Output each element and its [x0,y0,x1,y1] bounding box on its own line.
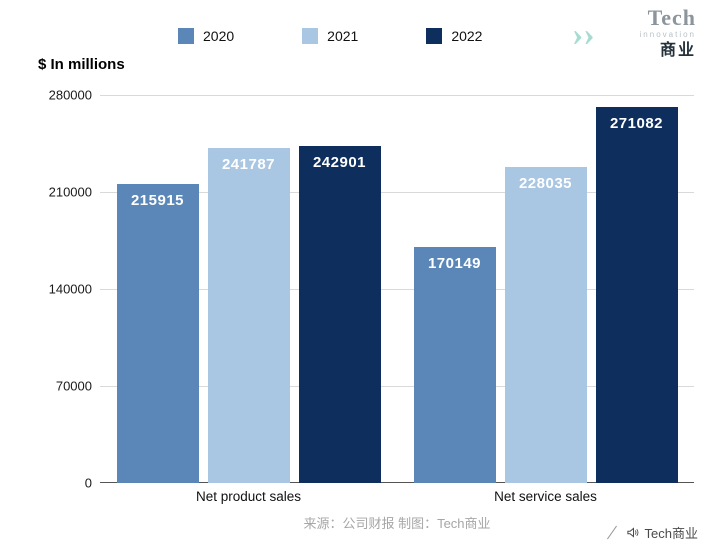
ytick-210000: 210000 [48,184,92,200]
legend-label-2022: 2022 [451,28,483,44]
bar-value-label: 228035 [518,175,573,193]
bar-2022-net-product-sales: 242901 [298,146,381,483]
ytick-70000: 70000 [55,378,92,394]
x-axis-labels: Net product sales Net service sales [100,489,694,504]
ytick-280000: 280000 [48,87,92,103]
ytick-140000: 140000 [48,281,92,297]
legend-label-2020: 2020 [203,28,235,44]
bar-value-label: 271082 [609,115,664,133]
legend: 2020 2021 2022 [178,28,482,44]
bar-2022-net-service-sales: 271082 [595,107,678,483]
plot-area: 215915 241787 242901 170149 228035 27108… [100,95,694,483]
logo-brand-text: Tech [647,5,696,30]
bar-2021-net-product-sales: 241787 [207,147,290,483]
bar-group-net-service-sales: 170149 228035 271082 [413,95,678,483]
y-axis-title: $ In millions [38,56,125,73]
bar-2020-net-service-sales: 170149 [413,247,496,483]
x-axis-line [100,482,694,483]
brand-logo: ›› Tech innovation 商业 [572,5,696,60]
chevron-icon: ›› [572,16,595,53]
legend-swatch-2021 [302,28,319,44]
xlabel-net-product-sales: Net product sales [195,489,302,504]
xlabel-net-service-sales: Net service sales [494,489,597,504]
legend-item-2020: 2020 [178,28,234,44]
legend-swatch-2020 [178,28,194,44]
ytick-0: 0 [84,475,92,491]
gridline-280000 [100,95,694,96]
legend-item-2021: 2021 [302,28,358,44]
gridline-140000 [100,289,694,290]
megaphone-icon [626,527,638,538]
bar-value-label: 215915 [130,191,185,209]
bars-container: 215915 241787 242901 170149 228035 27108… [100,95,694,483]
legend-swatch-2022 [426,28,443,44]
bar-value-label: 242901 [312,154,367,172]
source-note: 来源：公司财报 制图：Tech商业 [303,516,491,531]
legend-label-2021: 2021 [327,28,359,44]
bar-value-label: 170149 [427,255,482,273]
watermark: Tech商业 [604,523,698,542]
watermark-text: Tech商业 [644,526,698,541]
gridline-210000 [100,192,694,193]
logo-sub-text: innovation [639,30,696,40]
decorative-line [606,525,617,540]
bar-2020-net-product-sales: 215915 [116,183,199,483]
gridline-70000 [100,386,694,387]
bar-2021-net-service-sales: 228035 [504,167,587,483]
legend-item-2022: 2022 [426,28,482,44]
bar-group-net-product-sales: 215915 241787 242901 [116,95,381,483]
bar-value-label: 241787 [221,155,276,173]
logo-cn-text: 商业 [659,41,696,59]
